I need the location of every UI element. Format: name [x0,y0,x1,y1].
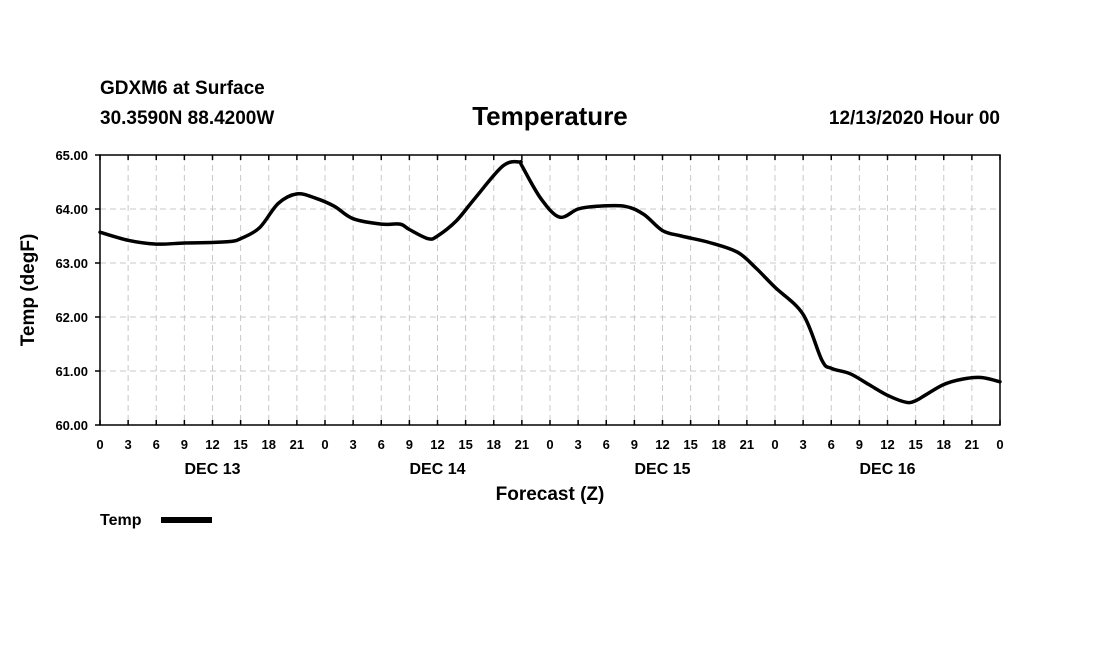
x-tick-label: 3 [800,437,807,452]
x-tick-label: 18 [712,437,726,452]
x-tick-labels: 0 3 6 9 12 15 18 21 0 3 6 9 12 15 18 21 0 3 6 9 12 15 18 21 0 3 6 9… [96,437,1003,452]
x-tick-label: 0 [321,437,328,452]
x-tick-label: 21 [965,437,979,452]
x-tick-label: 6 [153,437,160,452]
y-tick-label: 62.00 [55,310,88,325]
x-tick-label: 0 [996,437,1003,452]
x-tick-label: 3 [125,437,132,452]
x-tick-label: 9 [856,437,863,452]
day-labels: DEC 13 DEC 14 DEC 15 DEC 16 [184,461,915,478]
axis-ticks [95,154,1001,426]
x-tick-label: 9 [181,437,188,452]
y-tick-label: 61.00 [55,364,88,379]
x-tick-label: 9 [631,437,638,452]
x-tick-label: 21 [515,437,529,452]
x-tick-label: 0 [546,437,553,452]
x-tick-label: 12 [205,437,219,452]
x-tick-label: 9 [406,437,413,452]
x-tick-label: 12 [880,437,894,452]
x-tick-label: 6 [378,437,385,452]
y-tick-labels: 60.00 61.00 62.00 63.00 64.00 65.00 [55,148,88,433]
x-tick-label: 21 [290,437,304,452]
x-tick-label: 6 [603,437,610,452]
x-tick-label: 18 [487,437,501,452]
x-tick-label: 21 [740,437,754,452]
x-tick-label: 15 [683,437,697,452]
day-label: DEC 15 [634,461,690,478]
legend-label-temp: Temp [100,512,142,529]
x-tick-label: 15 [458,437,472,452]
x-tick-label: 18 [937,437,951,452]
chart-title: Temperature [472,101,628,131]
x-tick-label: 3 [350,437,357,452]
grid-lines [100,155,1000,425]
x-tick-label: 6 [828,437,835,452]
x-tick-label: 15 [233,437,247,452]
x-tick-label: 15 [908,437,922,452]
y-axis-title: Temp (degF) [18,234,39,347]
station-label: GDXM6 at Surface [100,78,265,99]
y-tick-label: 65.00 [55,148,88,163]
day-label: DEC 14 [409,461,465,478]
x-tick-label: 18 [262,437,276,452]
day-label: DEC 13 [184,461,240,478]
x-tick-label: 12 [655,437,669,452]
temp-series-line [98,159,1002,405]
x-tick-label: 0 [771,437,778,452]
y-tick-label: 63.00 [55,256,88,271]
location-label: 30.3590N 88.4200W [100,108,274,129]
x-tick-label: 12 [430,437,444,452]
day-label: DEC 16 [859,461,915,478]
y-tick-label: 60.00 [55,418,88,433]
x-tick-label: 3 [575,437,582,452]
y-tick-label: 64.00 [55,202,88,217]
datetime-label: 12/13/2020 Hour 00 [829,108,1000,129]
legend: Temp [100,512,212,529]
x-tick-label: 0 [96,437,103,452]
x-axis-title: Forecast (Z) [496,484,605,505]
